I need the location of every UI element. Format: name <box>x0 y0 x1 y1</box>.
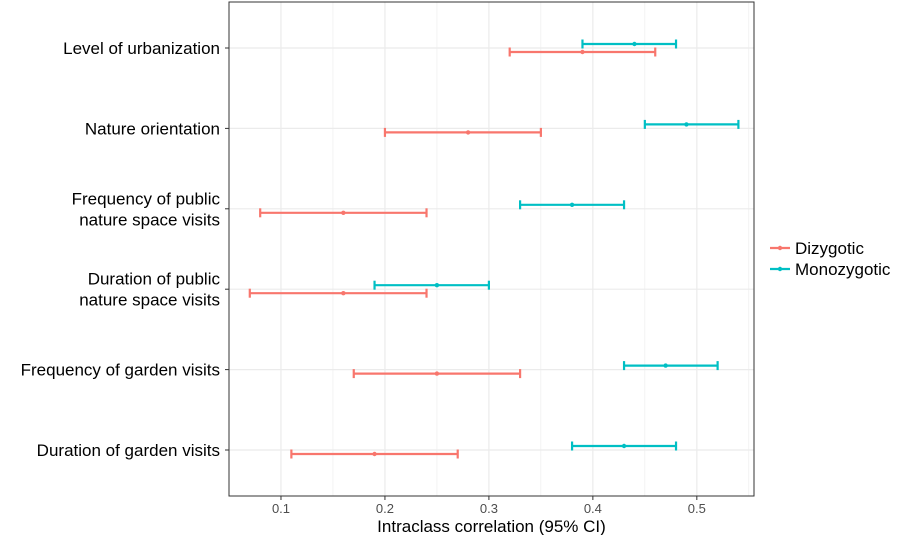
category-label: Level of urbanization <box>63 39 220 58</box>
legend-key-point <box>777 245 783 251</box>
estimate-point <box>341 291 346 296</box>
series-dizygotic <box>248 47 657 459</box>
category-label: Frequency of garden visits <box>21 361 220 380</box>
x-axis: 0.1 0.2 0.3 0.4 0.5 <box>272 496 706 516</box>
legend-item: Dizygotic <box>770 239 864 258</box>
x-tick-label: 0.5 <box>688 501 706 516</box>
estimate-point <box>663 363 668 368</box>
x-axis-title: Intraclass correlation (95% CI) <box>377 517 606 535</box>
estimate-point <box>434 371 440 376</box>
estimate-point <box>569 202 575 207</box>
grid <box>229 2 754 496</box>
x-tick-label: 0.4 <box>584 501 602 516</box>
x-tick-label: 0.2 <box>376 501 394 516</box>
legend-key-point <box>777 266 783 272</box>
legend-label: Monozygotic <box>795 260 891 279</box>
estimate-point <box>341 210 346 215</box>
estimate-point <box>621 443 627 449</box>
category-label: Duration of garden visits <box>37 441 220 460</box>
category-label: Duration of public nature space visits <box>79 270 220 310</box>
x-tick-label: 0.3 <box>480 501 498 516</box>
estimate-point <box>580 49 585 55</box>
estimate-point <box>372 451 377 457</box>
category-label: Frequency of public nature space visits <box>72 189 221 229</box>
series-layer <box>248 39 740 459</box>
estimate-point <box>465 130 471 135</box>
estimate-point <box>684 122 689 127</box>
series-monozygotic <box>373 39 740 451</box>
legend-label: Dizygotic <box>795 239 864 258</box>
category-label: Nature orientation <box>85 119 220 138</box>
estimate-point <box>434 283 440 288</box>
legend-item: Monozygotic <box>770 260 891 279</box>
estimate-point <box>632 41 637 47</box>
legend: Dizygotic Monozygotic <box>770 239 891 279</box>
y-axis: Level of urbanization Nature orientation F… <box>21 39 229 460</box>
x-tick-label: 0.1 <box>272 501 290 516</box>
panel-border <box>228 1 755 497</box>
